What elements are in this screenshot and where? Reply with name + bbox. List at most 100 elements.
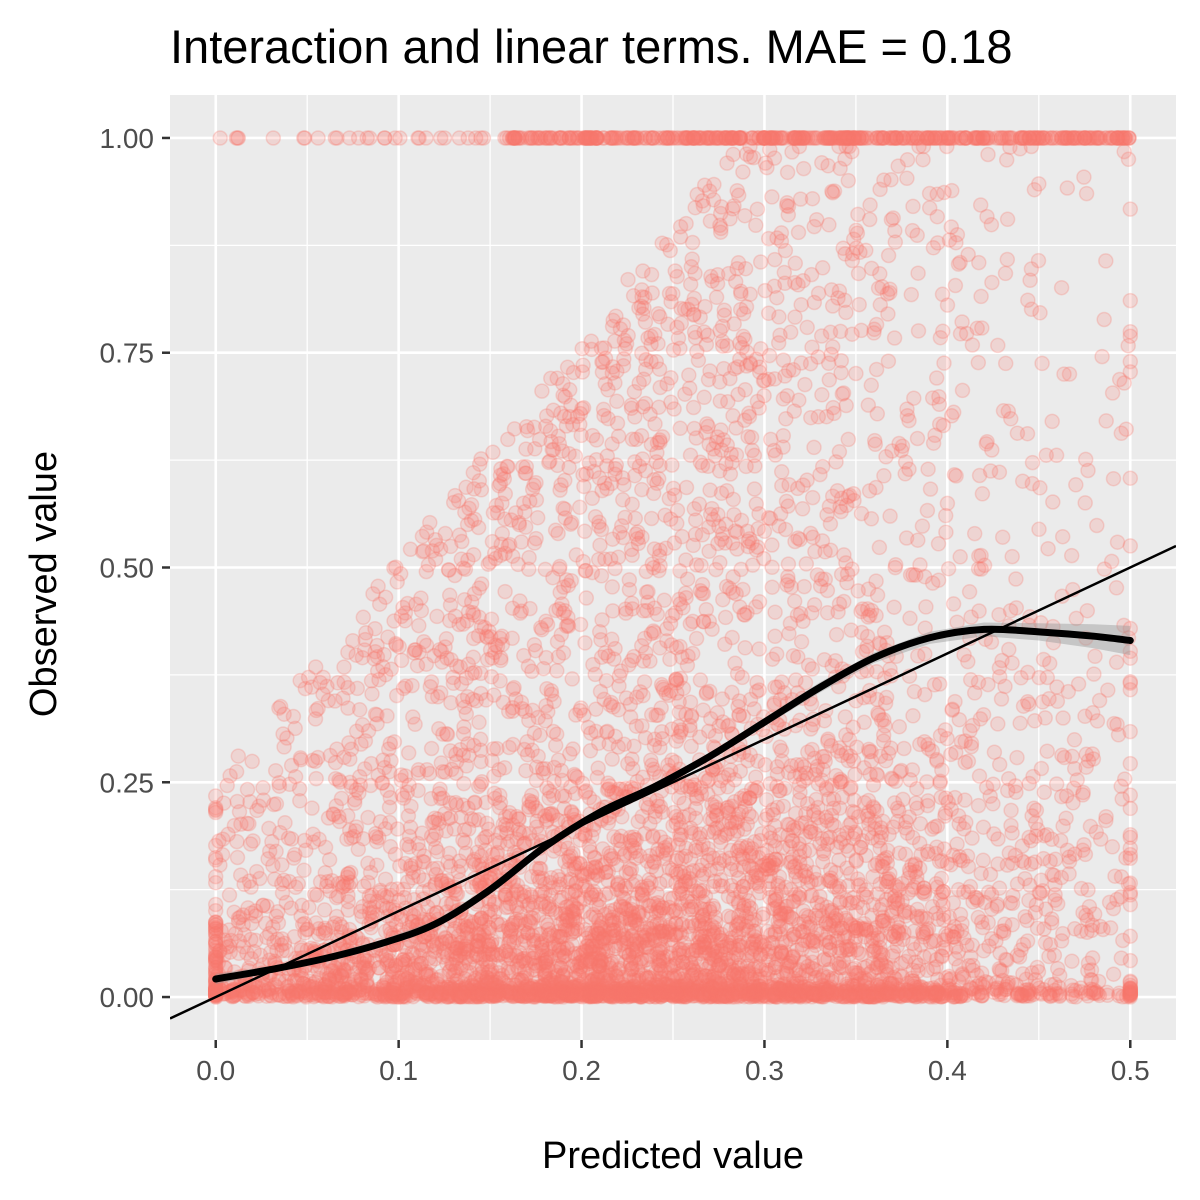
data-point [910,265,926,281]
data-point [395,988,411,1005]
data-point [789,988,805,1004]
data-point [640,981,657,998]
data-point [1005,887,1021,904]
data-point [669,986,685,1003]
data-point [856,960,872,976]
data-point [604,579,621,595]
data-point [804,985,820,1002]
data-point [889,986,905,1002]
data-point [1052,987,1068,1003]
data-point [468,988,485,1004]
data-point [627,985,643,1002]
data-point [296,862,312,878]
data-point [689,979,706,995]
data-point [610,984,627,1001]
data-point [945,989,962,1005]
data-point [861,980,877,996]
data-point [582,988,598,1005]
data-point [1022,985,1038,1002]
data-point [634,989,650,1005]
data-point [1122,952,1139,969]
data-point [559,359,576,376]
data-point [975,852,991,869]
data-point [957,987,974,1004]
data-point [261,820,277,837]
data-point [543,987,559,1004]
data-point [873,987,889,1003]
data-point [669,980,685,997]
data-point [1051,979,1067,996]
data-point [384,985,401,1001]
data-point [432,130,449,146]
data-point [973,865,989,882]
data-point [1077,495,1093,511]
data-point [327,130,344,146]
data-point [666,401,682,417]
data-point [788,672,804,688]
data-point [642,983,658,1000]
data-point [376,980,393,997]
data-point [755,987,772,1004]
data-point [824,986,840,1003]
data-point [749,201,766,217]
data-point [658,976,674,993]
data-point [469,989,486,1005]
data-point [785,987,801,1003]
data-point [970,797,987,814]
data-point [832,985,848,1002]
data-point [1090,985,1106,1002]
data-point [945,895,962,911]
data-point [929,984,946,1000]
data-point [744,984,760,1001]
data-point [602,130,618,146]
data-point [990,856,1006,872]
data-point [601,987,617,1003]
data-point [402,987,419,1003]
data-point [630,985,646,1002]
data-point [288,982,305,999]
data-point [997,355,1014,372]
data-point [286,928,303,945]
data-point [411,130,427,146]
data-point [941,909,958,926]
data-point [749,984,765,1000]
data-point [664,984,680,1001]
data-point [476,982,492,998]
data-point [766,987,783,1003]
data-point [457,979,473,996]
data-point [791,986,807,1002]
data-point [1055,818,1071,834]
data-point [583,981,600,997]
data-point [336,659,352,675]
data-point [840,172,857,189]
data-point [1068,989,1084,1005]
data-point [1009,987,1025,1004]
data-point [741,982,757,998]
data-point [313,983,329,1000]
data-point [451,130,468,146]
data-point [790,224,807,241]
data-point [475,983,491,1000]
data-point [500,984,517,1000]
data-point [496,984,512,1001]
data-point [764,579,780,595]
data-point [975,919,991,936]
data-point [629,986,645,1003]
data-point [451,980,467,996]
data-point [379,985,395,1002]
data-point [933,989,949,1005]
data-point [306,988,322,1005]
data-point [1003,817,1019,834]
data-point [498,983,514,1000]
data-point [528,987,544,1003]
data-point [974,976,991,993]
data-point [891,718,908,735]
data-point [336,988,353,1004]
data-point [275,988,291,1004]
data-point [471,984,487,1001]
data-point [628,985,645,1001]
data-point [1017,870,1033,887]
data-point [464,985,480,1002]
data-point [829,984,846,1000]
